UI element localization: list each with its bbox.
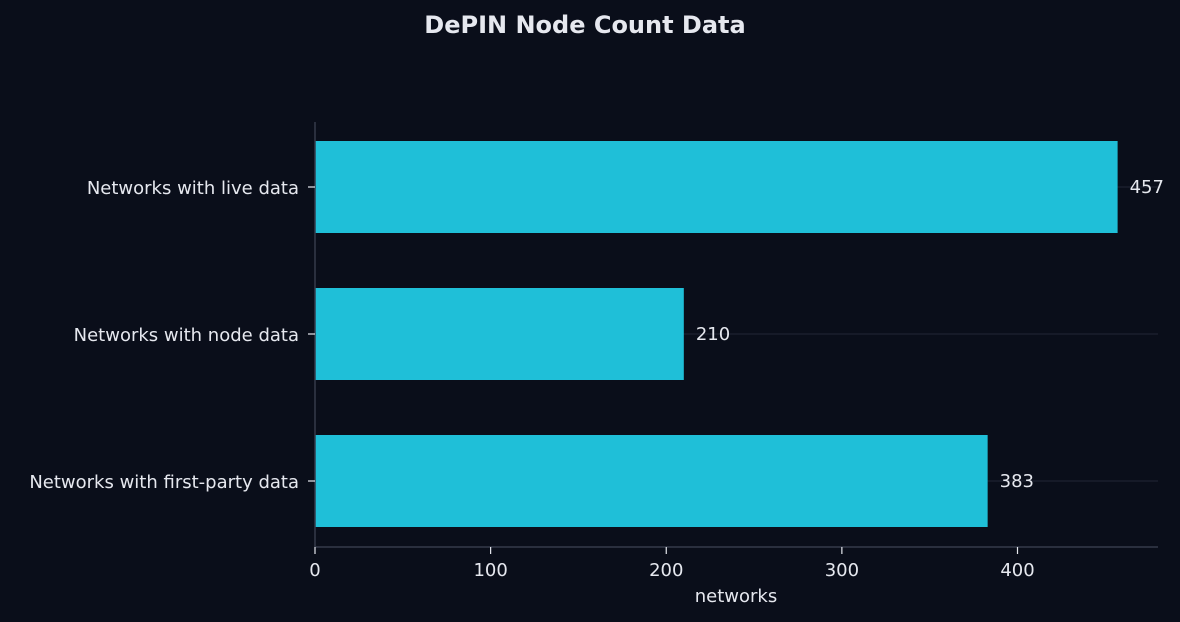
x-axis-label: networks xyxy=(695,586,777,607)
bar xyxy=(315,141,1118,233)
x-tick-label: 0 xyxy=(309,560,320,581)
x-tick-label: 300 xyxy=(825,560,859,581)
x-tick-label: 100 xyxy=(473,560,507,581)
y-tick-label: Networks with first-party data xyxy=(29,472,299,493)
bars-layer xyxy=(315,141,1118,527)
axes-layer xyxy=(308,122,1158,554)
bar xyxy=(315,288,684,380)
y-tick-label: Networks with node data xyxy=(74,325,299,346)
bar-value-label: 457 xyxy=(1130,177,1164,198)
bar xyxy=(315,435,988,527)
chart-title: DePIN Node Count Data xyxy=(424,11,745,39)
labels-layer: 0 100 200 300 400 Networks with live data Netw… xyxy=(29,177,1164,581)
bar-value-label: 210 xyxy=(696,324,730,345)
y-tick-label: Networks with live data xyxy=(87,178,299,199)
x-tick-label: 200 xyxy=(649,560,683,581)
x-tick-label: 400 xyxy=(1000,560,1034,581)
bar-value-label: 383 xyxy=(1000,471,1034,492)
